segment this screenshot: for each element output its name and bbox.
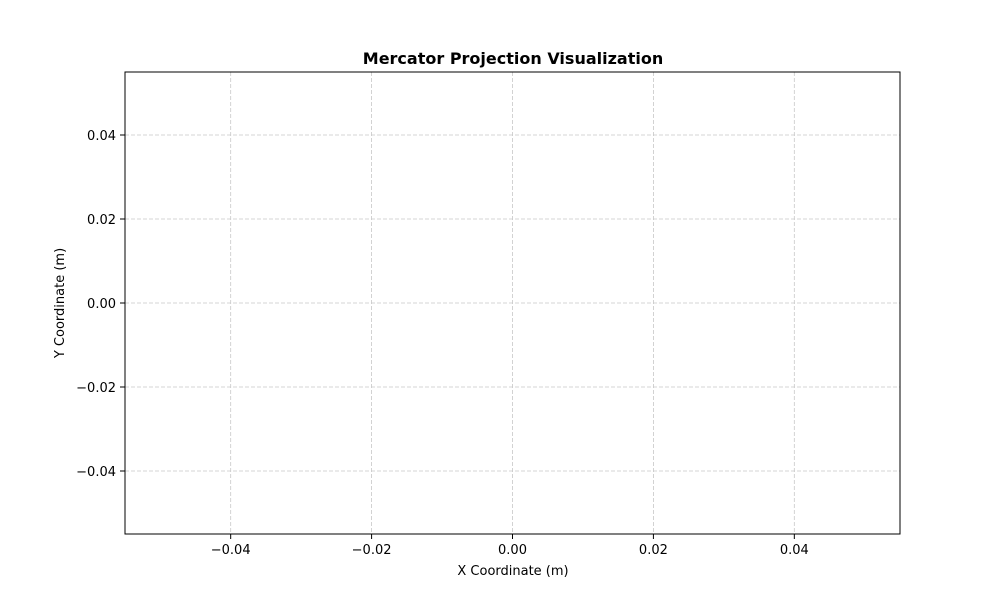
y-tick-label: 0.04 bbox=[87, 129, 116, 144]
x-tick-label: −0.02 bbox=[352, 543, 392, 558]
y-tick-label: −0.04 bbox=[76, 465, 116, 480]
y-tick-label: 0.00 bbox=[87, 297, 116, 312]
y-tick-label: 0.02 bbox=[87, 213, 116, 228]
x-tick-label: −0.04 bbox=[211, 543, 251, 558]
x-tick-label: 0.02 bbox=[639, 543, 668, 558]
x-tick-label: 0.04 bbox=[780, 543, 809, 558]
y-axis-ticks: −0.04 −0.02 0.00 0.02 0.04 bbox=[76, 129, 125, 480]
grid-lines bbox=[125, 72, 900, 534]
chart-title: Mercator Projection Visualization bbox=[363, 49, 663, 68]
x-axis-ticks: −0.04 −0.02 0.00 0.02 0.04 bbox=[211, 534, 809, 558]
x-axis-label: X Coordinate (m) bbox=[457, 564, 568, 579]
y-tick-label: −0.02 bbox=[76, 381, 116, 396]
x-tick-label: 0.00 bbox=[498, 543, 527, 558]
y-axis-label: Y Coordinate (m) bbox=[53, 248, 68, 359]
